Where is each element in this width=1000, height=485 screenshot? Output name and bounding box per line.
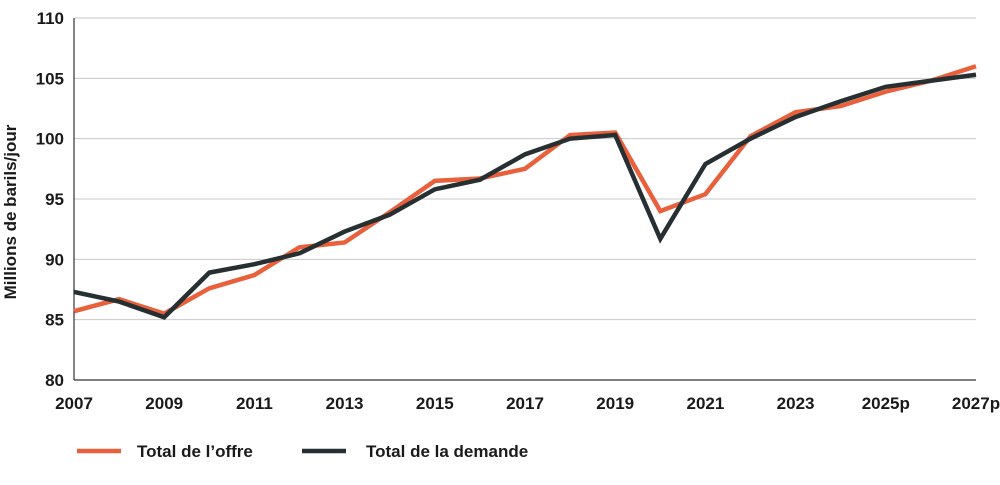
x-tick-label: 2023 bbox=[777, 394, 815, 413]
gridlines bbox=[74, 17, 976, 321]
series-line-demande bbox=[73, 72, 977, 320]
y-tick-labels: 80 85 90 95 100 105 110 bbox=[36, 9, 64, 390]
legend-label: Total de la demande bbox=[366, 442, 528, 461]
y-tick-label: 90 bbox=[45, 250, 64, 269]
x-tick-label: 2027p bbox=[952, 394, 1000, 413]
axes bbox=[73, 18, 976, 381]
legend-label: Total de l’offre bbox=[137, 442, 253, 461]
y-axis-title: Millions de barils/jour bbox=[1, 124, 20, 299]
x-tick-label: 2025p bbox=[862, 394, 910, 413]
y-tick-label: 80 bbox=[45, 371, 64, 390]
y-tick-label: 85 bbox=[45, 311, 64, 330]
x-tick-label: 2011 bbox=[236, 394, 273, 413]
x-tick-labels: 2007 2009 2011 2013 2015 2017 2019 2021 2023 2025… bbox=[55, 394, 1000, 413]
y-tick-label: 105 bbox=[36, 69, 64, 88]
x-tick-label: 2007 bbox=[55, 394, 93, 413]
x-tick-label: 2013 bbox=[326, 394, 364, 413]
x-tick-label: 2017 bbox=[506, 394, 544, 413]
series-lines bbox=[73, 64, 977, 320]
legend: Total de l’offre Total de la demande bbox=[77, 442, 528, 461]
x-tick-label: 2015 bbox=[416, 394, 454, 413]
x-tick-label: 2009 bbox=[145, 394, 183, 413]
x-tick-label: 2021 bbox=[686, 394, 724, 413]
x-tick-label: 2019 bbox=[596, 394, 634, 413]
y-tick-label: 100 bbox=[36, 130, 64, 149]
y-tick-label: 110 bbox=[37, 9, 64, 28]
y-tick-label: 95 bbox=[45, 190, 64, 209]
